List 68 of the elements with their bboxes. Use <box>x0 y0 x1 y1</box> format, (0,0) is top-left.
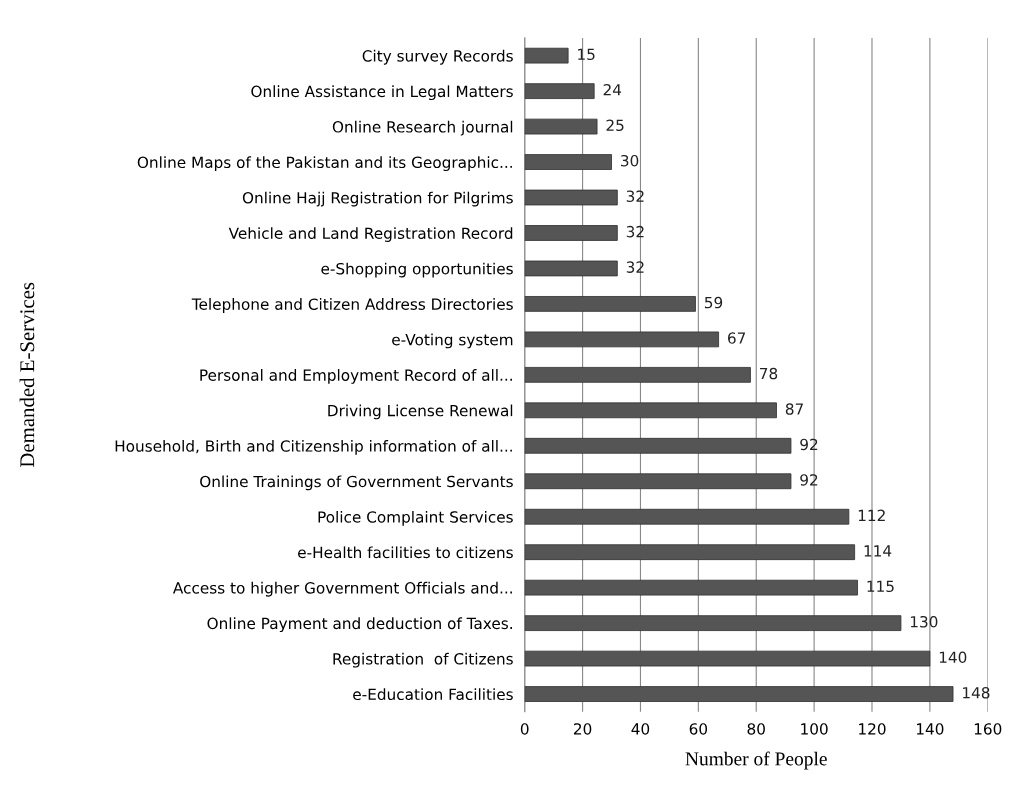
x-tick-label: 120 <box>859 723 886 735</box>
bar <box>524 366 751 383</box>
x-tick-label: 40 <box>631 723 650 735</box>
y-tick-label: City survey Records <box>362 49 513 65</box>
bar <box>524 615 902 631</box>
data-label: 114 <box>864 545 892 557</box>
y-tick-label: Police Complaint Services <box>318 510 513 526</box>
data-label: 92 <box>800 474 818 486</box>
y-tick-label: Personal and Employment Record of all... <box>200 369 512 384</box>
y-tick-label: e-Voting system <box>392 333 513 349</box>
y-tick-label: Online Research journal <box>332 120 513 136</box>
bar <box>524 154 612 170</box>
bar <box>524 508 850 525</box>
data-label: 25 <box>606 119 624 132</box>
x-tick-label: 60 <box>689 723 708 735</box>
bar <box>524 118 598 135</box>
data-label: 140 <box>939 651 967 664</box>
y-tick-label: Vehicle and Land Registration Record <box>228 227 513 242</box>
bar <box>524 331 720 348</box>
x-axis-title: Number of People <box>685 751 827 770</box>
bar <box>524 83 595 99</box>
data-label: 67 <box>728 332 746 344</box>
bar <box>524 437 792 454</box>
y-tick-label: Online Trainings of Government Servants <box>200 475 513 491</box>
data-label: 112 <box>858 509 885 521</box>
data-label: 59 <box>704 296 723 309</box>
x-tick-label: 20 <box>573 723 592 735</box>
y-tick-label: Online Payment and deduction of Taxes. <box>207 617 512 633</box>
x-tick-label: 160 <box>974 723 1002 735</box>
data-label: 24 <box>603 84 622 96</box>
bar <box>524 296 696 312</box>
y-tick-label: Household, Birth and Citizenship information of all... <box>115 439 512 455</box>
x-tick-label: 140 <box>916 723 944 735</box>
data-label: 92 <box>800 438 818 451</box>
bar <box>524 650 931 667</box>
x-tick-label: 100 <box>801 723 828 735</box>
y-axis-title: Demanded E-Services <box>19 282 35 468</box>
bar <box>524 473 792 490</box>
y-tick-label: e-Health facilities to citizens <box>298 546 513 559</box>
bar <box>524 47 569 64</box>
data-label: 15 <box>578 48 595 61</box>
y-tick-label: Online Hajj Registration for Pilgrims <box>242 191 513 207</box>
bar <box>524 260 618 277</box>
x-tick-label: 80 <box>747 723 765 735</box>
y-tick-label: Access to higher Government Officials and... <box>172 581 512 597</box>
y-tick-label: Telephone and Citizen Address Directories <box>191 298 513 313</box>
y-tick-label: Online Maps of the Pakistan and its Geographic... <box>137 156 512 172</box>
data-label: 148 <box>963 686 990 699</box>
bar <box>524 686 954 702</box>
data-label: 87 <box>785 403 803 415</box>
data-label: 32 <box>626 261 644 273</box>
y-tick-label: Driving License Renewal <box>328 404 513 420</box>
y-tick-label: e-Shopping opportunities <box>321 262 513 278</box>
y-tick-label: Registration of Citizens <box>333 652 513 668</box>
data-label: 32 <box>626 225 644 238</box>
bar <box>524 189 618 206</box>
bar <box>524 544 856 561</box>
data-label: 130 <box>910 616 938 628</box>
x-tick-label: 0 <box>520 723 529 735</box>
y-tick-label: e-Education Facilities <box>353 688 513 701</box>
y-tick-label: Online Assistance in Legal Matters <box>251 85 513 101</box>
data-label: 115 <box>867 580 894 593</box>
bar <box>524 579 858 596</box>
data-label: 78 <box>760 367 778 380</box>
bar <box>524 402 777 419</box>
bar <box>524 225 618 241</box>
data-label: 32 <box>626 190 644 202</box>
data-label: 30 <box>621 154 639 167</box>
